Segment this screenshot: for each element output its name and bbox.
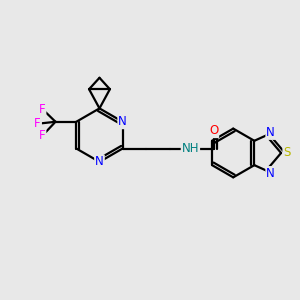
Text: F: F xyxy=(34,117,41,130)
Text: N: N xyxy=(266,126,275,139)
Text: N: N xyxy=(118,115,127,128)
Text: N: N xyxy=(266,167,275,180)
Text: NH: NH xyxy=(182,142,199,155)
Text: O: O xyxy=(209,124,218,137)
Text: N: N xyxy=(95,155,104,168)
Text: F: F xyxy=(39,129,45,142)
Text: S: S xyxy=(283,146,291,160)
Text: F: F xyxy=(39,103,45,116)
